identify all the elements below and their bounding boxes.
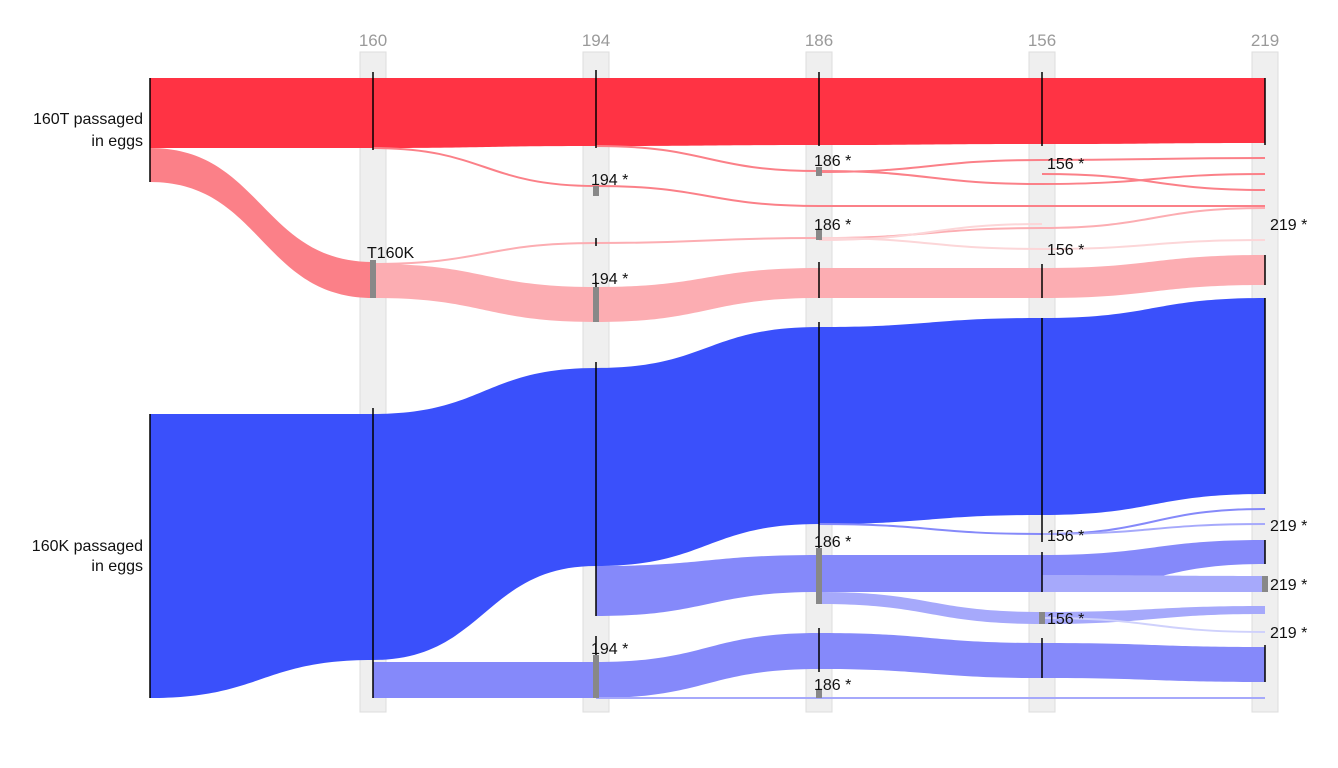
mutation-marker <box>593 655 599 698</box>
label-219: 219 * <box>1270 577 1307 594</box>
label-194: 194 * <box>591 271 628 288</box>
label-186: 186 * <box>814 153 851 170</box>
label-219: 219 * <box>1270 217 1307 234</box>
label-219: 219 * <box>1270 625 1307 642</box>
flow-red-main <box>150 78 1265 148</box>
label-219: 219 * <box>1270 518 1307 535</box>
label-156: 156 * <box>1047 528 1084 545</box>
label-186: 186 * <box>814 217 851 234</box>
column-label: 160 <box>359 31 387 50</box>
flow-blue-main <box>150 298 1265 698</box>
mutation-marker <box>1039 612 1045 624</box>
mutation-marker <box>370 260 376 298</box>
mutation-markers <box>370 167 1268 698</box>
label-156: 156 * <box>1047 611 1084 628</box>
mutation-marker <box>816 690 822 698</box>
mutation-marker <box>816 548 822 604</box>
column-label: 186 <box>805 31 833 50</box>
flow-red-line-c <box>818 157 1266 173</box>
mutation-marker <box>593 287 599 322</box>
mutation-marker <box>1262 576 1268 592</box>
flow-red-line-d <box>1041 173 1266 191</box>
flow-red-line-f <box>818 237 1266 251</box>
mutation-marker <box>593 186 599 196</box>
column-label: 219 <box>1251 31 1279 50</box>
mutation-marker <box>816 230 822 240</box>
flow-blue-line-b <box>1041 523 1266 535</box>
column-label: 156 <box>1028 31 1056 50</box>
group-label-160T: 160T passaged <box>33 111 143 128</box>
label-194: 194 * <box>591 641 628 658</box>
label-156: 156 * <box>1047 242 1084 259</box>
column-labels: 160 194 186 156 219 <box>359 31 1279 50</box>
flow-blue-156 <box>819 592 1265 624</box>
label-156: 156 * <box>1047 156 1084 173</box>
flow-blue-line-d <box>1041 617 1266 633</box>
column-label: 194 <box>582 31 610 50</box>
flow-red-line-g <box>818 223 1043 241</box>
group-label-160T-sub: in eggs <box>91 133 143 150</box>
flow-red-line-b <box>595 145 1266 186</box>
mutation-marker <box>816 167 822 176</box>
label-186: 186 * <box>814 677 851 694</box>
label-t160k: T160K <box>367 245 414 262</box>
group-label-160K: 160K passaged <box>32 538 143 555</box>
flow-blue-mid <box>596 540 1265 616</box>
flow-blue-219 <box>1042 575 1265 592</box>
flow-red-to-T160K <box>150 148 373 298</box>
annotations: 160T passaged in eggs 160K passaged in eggs… <box>32 111 1308 694</box>
flows <box>150 78 1266 700</box>
label-194: 194 * <box>591 172 628 189</box>
label-186: 186 * <box>814 534 851 551</box>
group-label-160K-sub: in eggs <box>91 558 143 575</box>
flow-red-line-a <box>372 147 1265 208</box>
